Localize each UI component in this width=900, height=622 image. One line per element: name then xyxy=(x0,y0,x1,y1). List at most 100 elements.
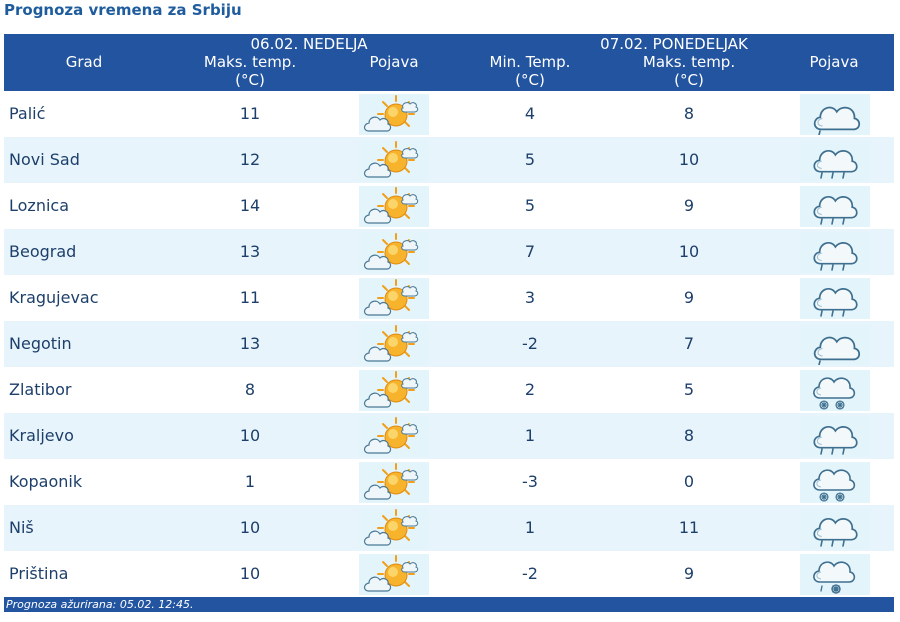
table-row: Novi Sad 12 5 10 xyxy=(4,137,894,183)
day2-max-temp: 9 xyxy=(683,196,695,215)
city-name: Kragujevac xyxy=(9,288,99,307)
table-row: Niš 10 1 11 xyxy=(4,505,894,551)
city-name: Zlatibor xyxy=(9,380,72,399)
city-name: Beograd xyxy=(9,242,77,261)
day1-max-temp: 8 xyxy=(244,380,256,399)
day2-weather xyxy=(800,370,870,411)
day1-weather xyxy=(359,232,429,273)
day1-max-temp: 14 xyxy=(239,196,261,215)
header-day2-max-unit: (°C) xyxy=(674,71,704,89)
day2-max-temp: 8 xyxy=(683,104,695,123)
city-name: Niš xyxy=(9,518,34,537)
day2-weather xyxy=(800,186,870,227)
page-title: Prognoza vremena za Srbiju xyxy=(4,1,242,19)
city-name: Kopaonik xyxy=(9,472,83,491)
day2-weather xyxy=(800,232,870,273)
header-day1-pojava: Pojava xyxy=(369,53,419,71)
day1-max-temp: 10 xyxy=(239,518,261,537)
cloud-rain-icon xyxy=(813,517,858,547)
day1-max-temp: 10 xyxy=(239,564,261,583)
sun-cloud-icon xyxy=(363,141,419,178)
header-day1-max-unit: (°C) xyxy=(235,71,265,89)
day1-weather xyxy=(359,324,429,365)
cloud-rain-icon xyxy=(813,287,858,317)
day2-weather xyxy=(800,278,870,319)
day1-weather xyxy=(359,416,429,457)
day1-max-temp: 10 xyxy=(239,426,261,445)
table-body: Palić 11 4 8 Novi Sad 12 xyxy=(4,91,894,597)
day2-max-temp: 5 xyxy=(683,380,695,399)
day2-weather xyxy=(800,94,870,135)
day1-weather xyxy=(359,462,429,503)
day1-max-temp: 13 xyxy=(239,242,261,261)
day1-max-temp: 1 xyxy=(244,472,256,491)
day2-weather xyxy=(800,508,870,549)
sun-cloud-icon xyxy=(363,233,419,270)
forecast-table: Grad 06.02. NEDELJA Maks. temp. (°C) Poj… xyxy=(4,34,894,612)
sun-cloud-icon xyxy=(363,555,419,592)
day1-weather xyxy=(359,554,429,595)
sun-cloud-icon xyxy=(363,417,419,454)
footer-updated: Prognoza ažurirana: 05.02. 12:45. xyxy=(4,597,894,612)
day2-min-temp: 5 xyxy=(524,196,536,215)
table-row: Kraljevo 10 1 8 xyxy=(4,413,894,459)
day2-min-temp: -3 xyxy=(522,472,538,491)
header-grad: Grad xyxy=(65,53,103,71)
header-day1-date: 06.02. NEDELJA xyxy=(250,35,368,53)
cloud-snow-icon xyxy=(813,377,856,410)
cloud-rain-icon xyxy=(813,425,858,455)
day1-weather xyxy=(359,278,429,319)
table-header: Grad 06.02. NEDELJA Maks. temp. (°C) Poj… xyxy=(4,34,894,91)
table-row: Kopaonik 1 -3 0 xyxy=(4,459,894,505)
day2-min-temp: 7 xyxy=(524,242,536,261)
day1-weather xyxy=(359,508,429,549)
city-name: Palić xyxy=(9,104,46,123)
header-day2-pojava: Pojava xyxy=(809,53,859,71)
cloud-rain-icon xyxy=(813,195,858,225)
day2-weather xyxy=(800,554,870,595)
day2-min-temp: 1 xyxy=(524,426,536,445)
day2-weather xyxy=(800,140,870,181)
table-row: Kragujevac 11 3 9 xyxy=(4,275,894,321)
sun-cloud-icon xyxy=(363,325,419,362)
day2-min-temp: 3 xyxy=(524,288,536,307)
header-day2-date: 07.02. PONEDELJAK xyxy=(600,35,748,53)
day2-max-temp: 9 xyxy=(683,288,695,307)
sun-cloud-icon xyxy=(363,187,419,224)
day2-max-temp: 10 xyxy=(678,242,700,261)
table-row: Loznica 14 5 9 xyxy=(4,183,894,229)
day2-max-temp: 10 xyxy=(678,150,700,169)
cloud-drizzle-icon xyxy=(813,336,861,365)
sun-cloud-icon xyxy=(363,279,419,316)
table-row: Negotin 13 -2 7 xyxy=(4,321,894,367)
day1-weather xyxy=(359,140,429,181)
cloud-snow-icon xyxy=(813,469,856,502)
day2-min-temp: 2 xyxy=(524,380,536,399)
day2-min-temp: -2 xyxy=(522,334,538,353)
day1-weather xyxy=(359,186,429,227)
sun-cloud-icon xyxy=(363,95,419,132)
day2-max-temp: 0 xyxy=(683,472,695,491)
header-day1-max: Maks. temp. xyxy=(203,53,297,71)
sun-cloud-icon xyxy=(363,463,419,500)
cloud-drizzle-icon xyxy=(813,106,861,135)
cloud-rain-icon xyxy=(813,241,858,271)
day2-max-temp: 9 xyxy=(683,564,695,583)
day1-weather xyxy=(359,94,429,135)
table-row: Priština 10 -2 9 xyxy=(4,551,894,597)
city-name: Novi Sad xyxy=(9,150,80,169)
day1-max-temp: 13 xyxy=(239,334,261,353)
day2-min-temp: 1 xyxy=(524,518,536,537)
cloud-rain-icon xyxy=(813,149,858,179)
table-row: Palić 11 4 8 xyxy=(4,91,894,137)
city-name: Kraljevo xyxy=(9,426,74,445)
day2-max-temp: 7 xyxy=(683,334,695,353)
city-name: Priština xyxy=(9,564,69,583)
day2-weather xyxy=(800,324,870,365)
day2-max-temp: 8 xyxy=(683,426,695,445)
day2-min-temp: 4 xyxy=(524,104,536,123)
sun-cloud-icon xyxy=(363,509,419,546)
cloud-sleet-icon xyxy=(813,561,856,594)
day1-weather xyxy=(359,370,429,411)
city-name: Negotin xyxy=(9,334,72,353)
